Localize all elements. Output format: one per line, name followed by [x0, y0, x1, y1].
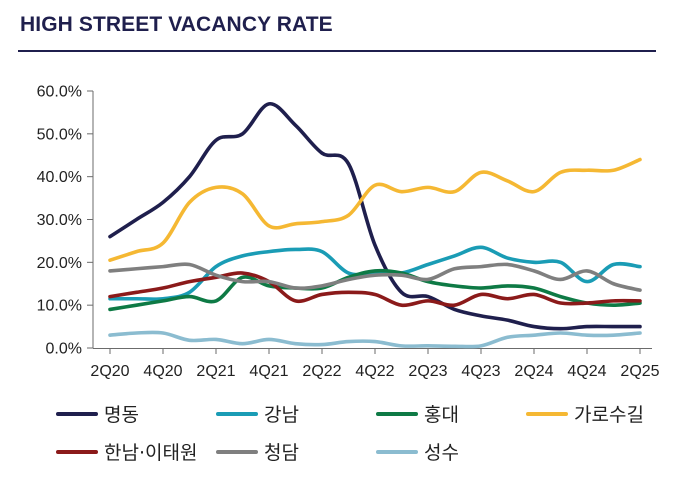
legend-item: 한남·이태원 [56, 442, 197, 464]
legend-label: 강남 [264, 404, 299, 426]
y-tick-label: 40.0% [37, 169, 82, 186]
series-line-2 [108, 268, 642, 312]
x-tick-label: 2Q23 [408, 363, 447, 380]
series-lines [108, 102, 642, 349]
series-line-0 [108, 102, 642, 331]
x-tick-label: 2Q22 [302, 363, 341, 380]
legend-item: 청담 [216, 442, 299, 464]
y-tick-label: 60.0% [37, 84, 82, 101]
y-tick-label: 50.0% [37, 126, 82, 143]
series-line-5 [108, 262, 642, 292]
legend-item: 홍대 [376, 404, 459, 426]
x-tick-label: 4Q22 [355, 363, 394, 380]
y-tick-label: 0.0% [46, 341, 82, 358]
y-tick-label: 10.0% [37, 298, 82, 315]
x-axis: 2Q20 4Q20 2Q21 4Q21 2Q22 4Q22 2Q23 4Q23 2Q24 4Q24… [90, 348, 660, 380]
chart-title: HIGH STREET VACANCY RATE [20, 13, 333, 36]
legend-label: 성수 [424, 442, 459, 464]
y-tick-label: 20.0% [37, 255, 82, 272]
legend-label: 홍대 [424, 404, 459, 426]
legend-item: 명동 [56, 404, 139, 426]
legend-item: 가로수길 [526, 404, 644, 426]
y-tick-label: 30.0% [37, 212, 82, 229]
x-tick-label: 4Q24 [567, 363, 606, 380]
title-divider [18, 50, 656, 52]
legend-label: 명동 [104, 404, 139, 426]
x-tick-label: 4Q21 [249, 363, 288, 380]
x-tick-label: 2Q25 [620, 363, 659, 380]
series-line-3 [108, 157, 642, 262]
x-tick-label: 2Q20 [90, 363, 129, 380]
x-tick-label: 2Q21 [196, 363, 235, 380]
legend-label: 청담 [264, 442, 299, 464]
x-tick-label: 2Q24 [514, 363, 553, 380]
legend-label: 한남·이태원 [104, 442, 197, 464]
x-tick-label: 4Q23 [461, 363, 500, 380]
y-axis: 60.0% 50.0% 40.0% 30.0% 20.0% 10.0% 0.0% [37, 84, 94, 358]
x-tick-label: 4Q20 [143, 363, 182, 380]
series-line-1 [108, 245, 642, 302]
series-line-6 [108, 330, 642, 349]
legend-label: 가로수길 [574, 404, 644, 426]
legend-item: 강남 [216, 404, 299, 426]
legend-item: 성수 [376, 442, 459, 464]
series-line-4 [108, 271, 642, 308]
